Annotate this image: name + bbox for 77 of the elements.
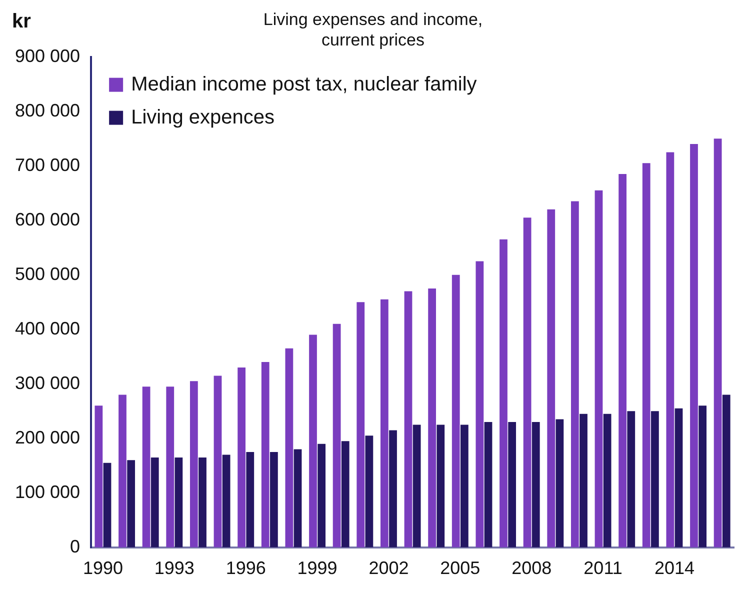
bar [222, 454, 230, 548]
bar [460, 424, 468, 548]
x-tick-label: 1999 [297, 558, 338, 578]
y-tick-label: 100 000 [14, 482, 80, 502]
bar [570, 201, 579, 548]
bar [523, 218, 532, 548]
bar [150, 457, 159, 548]
bar [166, 386, 174, 548]
x-tick-label: 2014 [654, 558, 694, 578]
bar [452, 274, 460, 548]
bar [341, 441, 350, 548]
legend-label: Median income post tax, nuclear family [131, 73, 477, 96]
bar [547, 209, 556, 548]
bar [484, 422, 492, 548]
bar [603, 414, 612, 548]
y-tick-label: 0 [70, 536, 80, 556]
x-tick-label: 1993 [154, 558, 194, 578]
bar [294, 449, 302, 548]
bar [690, 144, 698, 548]
bar [556, 419, 564, 548]
bar [318, 444, 326, 548]
y-tick-label: 800 000 [14, 100, 80, 120]
bar [698, 406, 707, 548]
bar [476, 261, 484, 548]
bar [627, 411, 636, 548]
bar [666, 152, 674, 548]
bar [214, 376, 222, 548]
bar [428, 288, 436, 548]
bar [309, 334, 317, 548]
bar [198, 457, 206, 548]
bar [142, 386, 150, 548]
y-tick-label: 900 000 [14, 46, 80, 66]
bar [238, 368, 246, 548]
bar [651, 411, 659, 548]
chart-title: Living expenses and income, current prices [263, 10, 483, 50]
y-tick-label: 600 000 [14, 209, 80, 230]
bar [246, 452, 254, 548]
bar [404, 291, 412, 548]
bar [618, 174, 626, 548]
bar [508, 422, 516, 548]
y-tick-label: 500 000 [14, 264, 80, 284]
x-tick-label: 2005 [440, 558, 480, 578]
bar [722, 394, 730, 548]
x-tick-label: 2011 [584, 558, 622, 578]
bar [103, 462, 112, 548]
y-tick-label: 300 000 [14, 372, 80, 393]
bar [594, 190, 603, 548]
bar [412, 424, 421, 548]
bar [436, 424, 445, 548]
y-tick-label: 200 000 [14, 427, 80, 448]
bar [714, 138, 722, 548]
bar [118, 394, 126, 548]
bar [365, 436, 374, 548]
y-axis-title: kr [12, 10, 32, 33]
bar [532, 422, 540, 548]
bar [380, 299, 388, 548]
legend-label: Living expences [131, 106, 275, 128]
bar [261, 362, 270, 548]
bar [285, 348, 294, 548]
bar [190, 381, 198, 548]
x-tick-label: 2008 [512, 558, 552, 578]
bar [674, 408, 683, 548]
bar [580, 414, 588, 548]
bar [127, 460, 136, 548]
bar [270, 452, 278, 548]
bar [642, 163, 650, 548]
x-tick-label: 2002 [368, 558, 409, 578]
bar [356, 302, 365, 548]
y-tick-label: 700 000 [14, 154, 80, 175]
bar [94, 406, 103, 548]
y-tick-label: 400 000 [14, 318, 80, 338]
bar [500, 239, 508, 548]
bar [389, 430, 397, 548]
x-tick-label: 1990 [82, 558, 123, 578]
bar [332, 324, 341, 548]
x-tick-label: 1996 [226, 558, 266, 578]
bar [174, 457, 183, 548]
